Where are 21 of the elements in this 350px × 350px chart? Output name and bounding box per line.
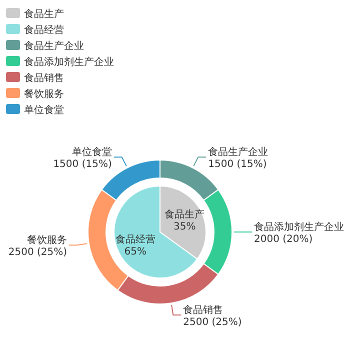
- slice-label: 食品生产: [164, 208, 205, 220]
- data-label: 35%: [173, 221, 196, 232]
- legend-label: 食品添加剂生产企业: [24, 56, 114, 68]
- legend-label: 单位食堂: [24, 104, 64, 116]
- slice-label: 食品经营: [115, 234, 156, 246]
- legend-label: 食品生产企业: [24, 40, 84, 52]
- slice-label: 食品生产企业: [208, 146, 268, 158]
- data-label: 2500 (25%): [183, 316, 242, 328]
- legend-label: 食品经营: [24, 24, 64, 36]
- legend-label: 食品销售: [24, 72, 64, 84]
- slice-label: 食品添加剂生产企业: [254, 221, 344, 233]
- data-label: 65%: [124, 246, 147, 258]
- slice-label: 单位食堂: [72, 146, 112, 158]
- slice-label: 食品销售: [183, 304, 224, 316]
- legend-label: 食品生产: [24, 8, 64, 20]
- slice-label: 餐饮服务: [27, 234, 68, 246]
- data-label: 1500 (15%): [53, 159, 112, 170]
- data-label: 1500 (15%): [208, 159, 267, 170]
- data-label: 2000 (20%): [254, 234, 313, 245]
- data-label: 2500 (25%): [8, 247, 68, 258]
- legend-label: 餐饮服务: [24, 88, 64, 100]
